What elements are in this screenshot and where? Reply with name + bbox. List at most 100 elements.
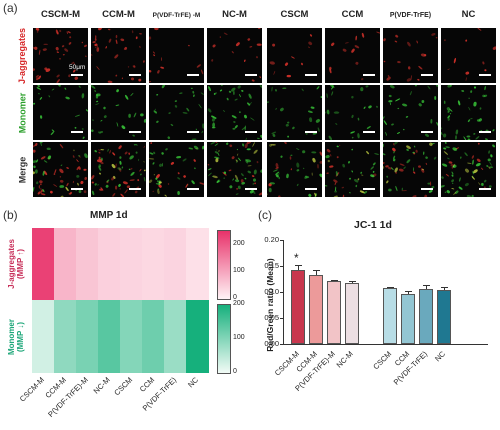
y-axis-line xyxy=(283,240,284,344)
heatmap-x-label: NC-M xyxy=(91,375,113,396)
scale-bar xyxy=(71,188,83,190)
col-header-nc: NC xyxy=(461,9,476,21)
bar-x-label: CSCM xyxy=(371,349,394,372)
col-header-pvdf-trfe: P(VDF-TrFE) xyxy=(389,11,432,19)
microscopy-cell xyxy=(325,28,380,83)
heatmap-cell xyxy=(186,300,209,373)
scale-bar xyxy=(187,188,199,190)
error-bar-cap xyxy=(441,287,448,289)
error-bar xyxy=(298,264,299,271)
heatmap-x-label: CCM xyxy=(137,375,157,394)
microscopy-signal xyxy=(153,85,204,140)
microscopy-cell xyxy=(207,28,262,83)
heatmap-cell xyxy=(186,228,209,301)
y-tick-label: 0.20 xyxy=(264,235,279,244)
heatmap-cell xyxy=(142,300,165,373)
heatmap-x-label: CSCM-M xyxy=(18,375,47,404)
heatmap-title: MMP 1d xyxy=(90,210,128,221)
row-label-j-aggregates: J-aggregates xyxy=(14,27,30,83)
y-tick-mark xyxy=(280,266,283,267)
scale-bar xyxy=(187,74,199,76)
col-header-pvdf-trfe-m: P(VDF-TrFE) -M xyxy=(152,11,201,19)
microscopy-signal xyxy=(91,28,145,83)
panel-a-letter: (a) xyxy=(3,1,18,15)
microscopy-cell xyxy=(383,28,438,83)
microscopy-signal xyxy=(33,142,88,197)
error-bar xyxy=(352,281,353,284)
y-tick-mark xyxy=(280,292,283,293)
scale-bar xyxy=(421,131,433,133)
microscopy-signal xyxy=(149,28,204,83)
bar-x-label: NC xyxy=(433,349,448,364)
col-header-ccm: CCM xyxy=(341,9,364,21)
error-bar-cap xyxy=(405,291,412,293)
x-axis-line xyxy=(283,344,488,345)
colorbar-tick-label: 100 xyxy=(233,266,245,274)
col-header-nc-m: NC-M xyxy=(222,9,247,21)
panel-c-letter: (c) xyxy=(258,208,272,222)
bar-chart-title: JC-1 1d xyxy=(354,219,392,231)
microscopy-cell xyxy=(91,85,146,140)
col-header-ccm-m: CCM-M xyxy=(102,9,135,21)
microscopy-cell xyxy=(325,85,380,140)
heatmap-cell xyxy=(76,300,99,373)
microscopy-signal xyxy=(383,85,438,137)
heatmap-cell xyxy=(120,300,143,373)
microscopy-cell xyxy=(383,85,438,140)
heatmap-row-label-j-line1: J-aggregates xyxy=(7,239,16,289)
microscopy-signal xyxy=(441,142,496,197)
microscopy-signal xyxy=(325,144,379,197)
colorbar-red xyxy=(217,230,231,300)
microscopy-cell xyxy=(325,142,380,197)
scale-bar xyxy=(245,131,257,133)
microscopy-cell xyxy=(383,142,438,197)
bar xyxy=(345,283,359,344)
microscopy-cell xyxy=(149,85,204,140)
microscopy-cell xyxy=(91,142,146,197)
row-label-monomer: Monomer xyxy=(14,85,30,140)
microscopy-signal xyxy=(267,142,322,197)
scale-bar xyxy=(245,74,257,76)
scale-bar xyxy=(363,74,375,76)
error-bar-cap xyxy=(313,270,320,272)
col-header-cscm: CSCM xyxy=(280,9,309,21)
heatmap xyxy=(32,228,209,373)
bar-x-label: NC-M xyxy=(334,349,356,370)
scale-bar xyxy=(305,131,317,133)
heatmap-row-label-monomer: Monomer (MMP ↓) xyxy=(3,300,29,372)
scale-bar xyxy=(245,188,257,190)
colorbar-tick-label: 200 xyxy=(233,239,245,247)
microscopy-signal xyxy=(91,85,146,137)
error-bar xyxy=(408,291,409,295)
colorbar-tick-label: 200 xyxy=(233,300,245,307)
microscopy-cell xyxy=(441,28,496,83)
bar xyxy=(291,270,305,344)
microscopy-signal xyxy=(443,28,496,82)
microscopy-signal xyxy=(325,85,379,140)
bar xyxy=(309,275,323,344)
microscopy-cell xyxy=(149,28,204,83)
scale-bar xyxy=(479,188,491,190)
scale-bar xyxy=(71,131,83,133)
y-tick-mark xyxy=(280,344,283,345)
colorbar-tick-label: 0 xyxy=(233,368,237,375)
microscopy-signal xyxy=(149,142,204,197)
microscopy-cell xyxy=(441,142,496,197)
error-bar-cap xyxy=(387,286,394,288)
heatmap-cell xyxy=(98,300,121,373)
heatmap-cell xyxy=(164,228,187,301)
microscopy-signal xyxy=(211,28,262,82)
y-tick-mark xyxy=(280,318,283,319)
scale-bar-label: 50μm xyxy=(69,64,86,71)
heatmap-cell xyxy=(120,228,143,301)
microscopy-signal xyxy=(33,28,87,83)
microscopy-signal xyxy=(33,85,88,139)
row-label-merge-text: Merge xyxy=(17,156,28,183)
microscopy-cell xyxy=(149,142,204,197)
scale-bar xyxy=(363,188,375,190)
microscopy-cell xyxy=(91,28,146,83)
colorbar-tick-label: 100 xyxy=(233,334,245,341)
scale-bar xyxy=(421,74,433,76)
col-header-cscm-m: CSCM-M xyxy=(40,9,81,21)
microscopy-cell xyxy=(207,142,262,197)
